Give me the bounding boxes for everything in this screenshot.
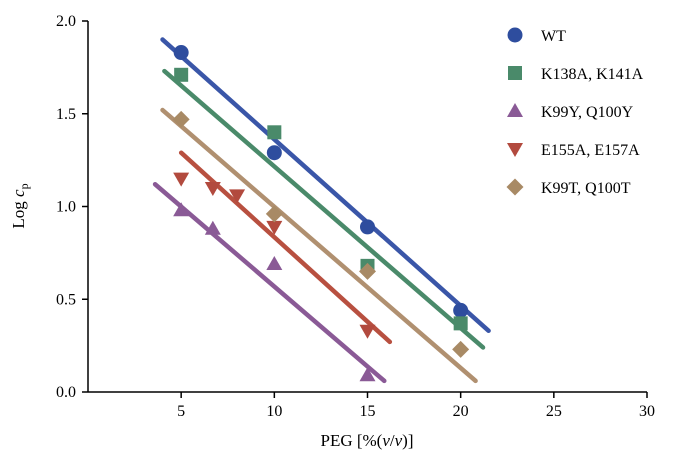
- data-point: [174, 67, 189, 82]
- data-points: [172, 45, 470, 382]
- legend-label: WT: [541, 28, 566, 45]
- data-point: [266, 220, 283, 235]
- data-point: [360, 219, 375, 235]
- legend-label: E155A, E157A: [541, 142, 640, 159]
- ticks: 5 10 15 20 25 30 0.0 0.5 1.0 1.5 2.0: [56, 13, 655, 420]
- x-tick-label: 30: [639, 403, 655, 420]
- data-point: [204, 181, 221, 196]
- data-point: [266, 145, 282, 161]
- x-tick-label: 20: [453, 403, 469, 420]
- legend-label: K99Y, Q100Y: [541, 104, 634, 121]
- x-tick-label: 25: [546, 403, 562, 420]
- data-point: [452, 340, 470, 358]
- legend-marker: [508, 66, 522, 80]
- fit-line: [160, 37, 491, 334]
- data-point: [173, 172, 190, 187]
- fit-line: [152, 181, 387, 384]
- y-tick-label: 2.0: [56, 13, 76, 30]
- x-tick-label: 10: [266, 403, 282, 420]
- data-point: [359, 262, 376, 280]
- fit-line: [162, 68, 486, 350]
- x-tick-label: 5: [177, 403, 185, 420]
- legend-marker: [507, 27, 523, 43]
- fit-line: [160, 107, 478, 384]
- legend-label: K99T, Q100T: [541, 180, 631, 197]
- data-point: [173, 202, 190, 217]
- fit-lines: [152, 37, 491, 384]
- data-point: [267, 125, 282, 140]
- legend-marker: [507, 103, 523, 117]
- data-point: [453, 302, 469, 318]
- data-point: [266, 256, 283, 271]
- y-tick-label: 1.0: [56, 199, 76, 216]
- data-point: [173, 45, 189, 61]
- data-point: [229, 189, 246, 204]
- legend: WT K138A, K141A K99Y, Q100Y E155A, E157A K99…: [506, 27, 644, 197]
- x-tick-label: 15: [360, 403, 376, 420]
- fit-line: [178, 150, 393, 345]
- legend-label: K138A, K141A: [541, 66, 644, 83]
- data-point: [359, 367, 376, 382]
- data-point: [204, 220, 221, 235]
- data-point: [265, 205, 283, 223]
- data-point: [453, 316, 468, 331]
- x-axis-title: PEG [%(v/v)]: [320, 431, 413, 450]
- legend-marker: [506, 178, 524, 196]
- data-point: [359, 324, 376, 339]
- y-tick-label: 1.5: [56, 106, 76, 123]
- data-point: [172, 110, 190, 128]
- y-axis-title: Log cp: [9, 183, 31, 228]
- y-tick-label: 0.0: [56, 384, 76, 401]
- legend-marker: [507, 143, 523, 157]
- y-tick-label: 0.5: [56, 291, 76, 308]
